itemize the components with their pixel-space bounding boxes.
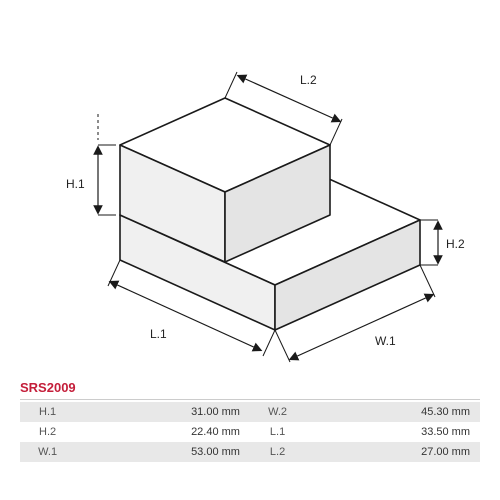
dim-h1-label: H.1	[66, 177, 85, 191]
spec-value: 45.30 mm	[305, 402, 480, 422]
dim-h1: H.1	[66, 114, 116, 215]
dim-l1-label: L.1	[150, 327, 167, 341]
spec-label: H.1	[20, 402, 75, 422]
table-row: H.1 31.00 mm W.2 45.30 mm	[20, 402, 480, 422]
dim-h2: H.2	[420, 220, 465, 265]
spec-label: L.2	[250, 442, 305, 462]
divider	[20, 399, 480, 400]
spec-value: 27.00 mm	[305, 442, 480, 462]
spec-value: 33.50 mm	[305, 422, 480, 442]
spec-value: 53.00 mm	[75, 442, 250, 462]
spec-label: W.1	[20, 442, 75, 462]
part-number: SRS2009	[20, 380, 480, 395]
spec-value: 22.40 mm	[75, 422, 250, 442]
dim-l2-label: L.2	[300, 73, 317, 87]
spec-label: W.2	[250, 402, 305, 422]
table-row: H.2 22.40 mm L.1 33.50 mm	[20, 422, 480, 442]
spec-value: 31.00 mm	[75, 402, 250, 422]
table-row: W.1 53.00 mm L.2 27.00 mm	[20, 442, 480, 462]
spec-label: L.1	[250, 422, 305, 442]
dim-h2-label: H.2	[446, 237, 465, 251]
technical-drawing: H.1 H.2 W.1 L.1 L.2	[0, 0, 500, 370]
dim-w1-label: W.1	[375, 334, 396, 348]
spec-panel: SRS2009 H.1 31.00 mm W.2 45.30 mm H.2 22…	[20, 380, 480, 462]
spec-table: H.1 31.00 mm W.2 45.30 mm H.2 22.40 mm L…	[20, 402, 480, 462]
spec-label: H.2	[20, 422, 75, 442]
